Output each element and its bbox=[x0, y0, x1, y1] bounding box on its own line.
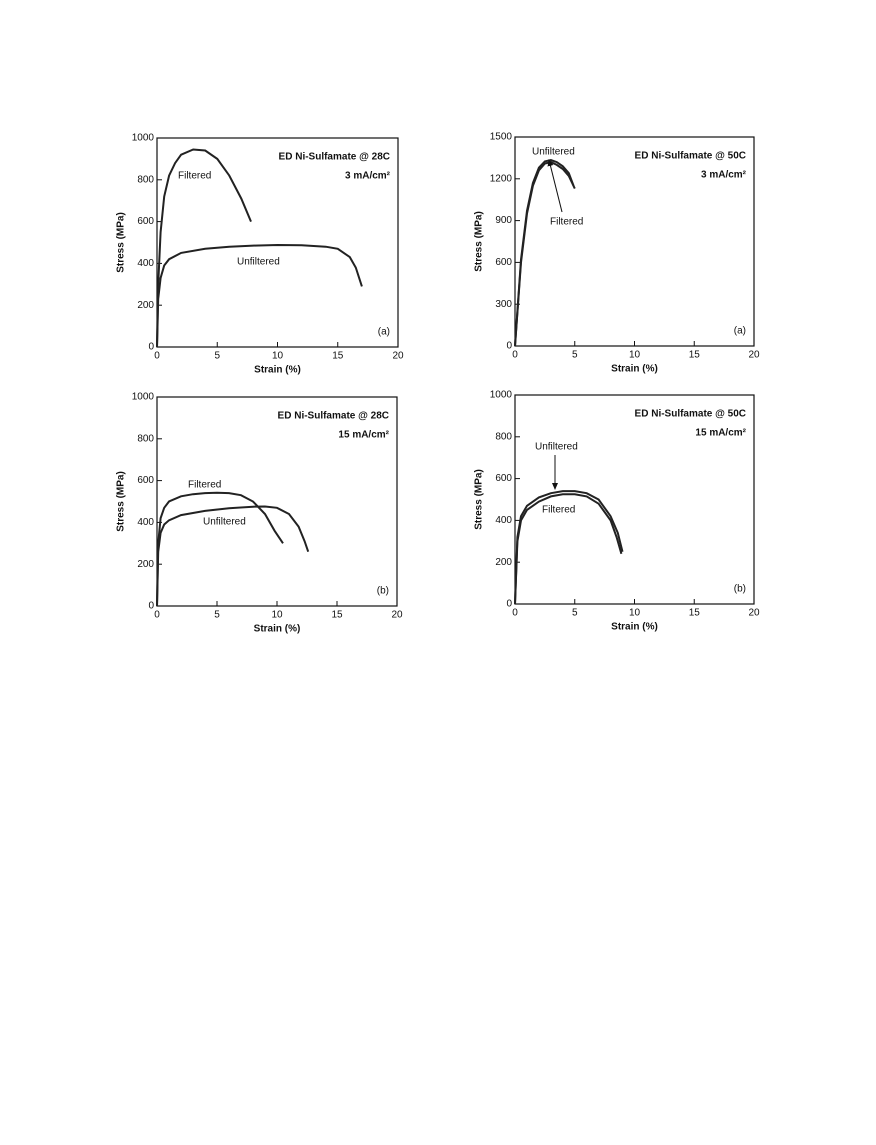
curve-label: Filtered bbox=[188, 480, 221, 491]
chart-subtitle: 3 mA/cm² bbox=[701, 170, 747, 181]
curve-label: Unfiltered bbox=[532, 147, 575, 158]
chart-title: ED Ni-Sulfamate @ 50C bbox=[635, 151, 746, 162]
x-tick-label: 10 bbox=[629, 608, 641, 619]
x-axis-label: Strain (%) bbox=[611, 364, 658, 375]
plot-frame bbox=[514, 394, 755, 605]
chart-title: ED Ni-Sulfamate @ 50C bbox=[635, 409, 746, 420]
y-tick-label: 0 bbox=[506, 599, 512, 610]
y-tick-label: 0 bbox=[148, 601, 154, 612]
y-tick-label: 800 bbox=[495, 431, 512, 442]
y-axis-label: Stress (MPa) bbox=[474, 211, 485, 272]
x-tick-label: 15 bbox=[689, 350, 701, 361]
stress-strain-curve bbox=[156, 491, 284, 607]
x-axis-label: Strain (%) bbox=[254, 365, 301, 376]
curve-label: Filtered bbox=[550, 217, 583, 228]
chart-subtitle: 15 mA/cm² bbox=[695, 428, 746, 439]
y-tick-label: 800 bbox=[137, 433, 154, 444]
curve-label: Filtered bbox=[178, 171, 211, 182]
curve-label: Unfiltered bbox=[203, 517, 246, 528]
y-tick-label: 800 bbox=[137, 174, 154, 185]
x-tick-label: 20 bbox=[748, 350, 760, 361]
curve-label: Unfiltered bbox=[237, 257, 280, 268]
chart-title: ED Ni-Sulfamate @ 28C bbox=[279, 152, 390, 163]
x-tick-label: 0 bbox=[512, 350, 518, 361]
stress-strain-curve bbox=[156, 148, 252, 348]
y-tick-label: 900 bbox=[495, 215, 512, 226]
plot-frame bbox=[156, 137, 399, 348]
stress-strain-curve bbox=[156, 243, 363, 348]
chart-title: ED Ni-Sulfamate @ 28C bbox=[278, 411, 389, 422]
y-tick-label: 600 bbox=[137, 216, 154, 227]
y-tick-label: 400 bbox=[137, 517, 154, 528]
x-tick-label: 15 bbox=[689, 608, 701, 619]
y-tick-label: 400 bbox=[495, 515, 512, 526]
x-axis-label: Strain (%) bbox=[611, 622, 658, 633]
chart-subtitle: 15 mA/cm² bbox=[338, 430, 389, 441]
x-tick-label: 20 bbox=[392, 351, 404, 362]
x-tick-label: 10 bbox=[272, 351, 284, 362]
chart: 0 5 10 15 20 0 300 600 900 1200 1500 Strain (%) Stre… bbox=[474, 132, 760, 375]
x-tick-label: 5 bbox=[572, 350, 578, 361]
curve-label: Unfiltered bbox=[535, 442, 578, 453]
y-tick-label: 1000 bbox=[132, 392, 155, 403]
y-tick-label: 200 bbox=[495, 557, 512, 568]
y-tick-label: 400 bbox=[137, 258, 154, 269]
stress-strain-curve bbox=[514, 161, 576, 347]
x-tick-label: 0 bbox=[512, 608, 518, 619]
y-axis-label: Stress (MPa) bbox=[116, 212, 127, 273]
stress-strain-curve bbox=[514, 490, 624, 605]
x-tick-label: 15 bbox=[331, 610, 343, 621]
x-tick-label: 5 bbox=[572, 608, 578, 619]
panel-label: (b) bbox=[377, 586, 389, 597]
stress-strain-curve bbox=[514, 158, 575, 347]
chart-subtitle: 3 mA/cm² bbox=[345, 171, 391, 182]
y-tick-label: 1200 bbox=[490, 173, 513, 184]
x-tick-label: 15 bbox=[332, 351, 344, 362]
panel-label: (a) bbox=[378, 327, 390, 338]
y-axis-label: Stress (MPa) bbox=[116, 471, 127, 532]
curve-label: Filtered bbox=[542, 505, 575, 516]
panel-label: (b) bbox=[734, 584, 746, 595]
arrow bbox=[547, 159, 563, 213]
y-tick-label: 200 bbox=[137, 559, 154, 570]
y-tick-label: 1500 bbox=[490, 132, 513, 143]
x-axis-label: Strain (%) bbox=[254, 624, 301, 635]
x-tick-label: 10 bbox=[629, 350, 641, 361]
stress-strain-curve bbox=[514, 493, 623, 605]
y-tick-label: 600 bbox=[495, 473, 512, 484]
x-tick-label: 0 bbox=[154, 610, 160, 621]
y-tick-label: 1000 bbox=[490, 390, 513, 401]
y-tick-label: 200 bbox=[137, 300, 154, 311]
y-tick-label: 300 bbox=[495, 299, 512, 310]
stress-strain-curve bbox=[156, 505, 310, 607]
y-tick-label: 600 bbox=[137, 475, 154, 486]
y-tick-label: 0 bbox=[148, 342, 154, 353]
x-tick-label: 20 bbox=[748, 608, 760, 619]
x-tick-label: 5 bbox=[214, 351, 220, 362]
x-tick-label: 5 bbox=[214, 610, 220, 621]
panel-label: (a) bbox=[734, 326, 746, 337]
y-tick-label: 0 bbox=[506, 341, 512, 352]
x-tick-label: 0 bbox=[154, 351, 160, 362]
y-axis-label: Stress (MPa) bbox=[474, 469, 485, 530]
plot-frame bbox=[156, 396, 398, 607]
y-tick-label: 1000 bbox=[132, 133, 155, 144]
y-tick-label: 600 bbox=[495, 257, 512, 268]
x-tick-label: 10 bbox=[271, 610, 283, 621]
x-tick-label: 20 bbox=[391, 610, 403, 621]
